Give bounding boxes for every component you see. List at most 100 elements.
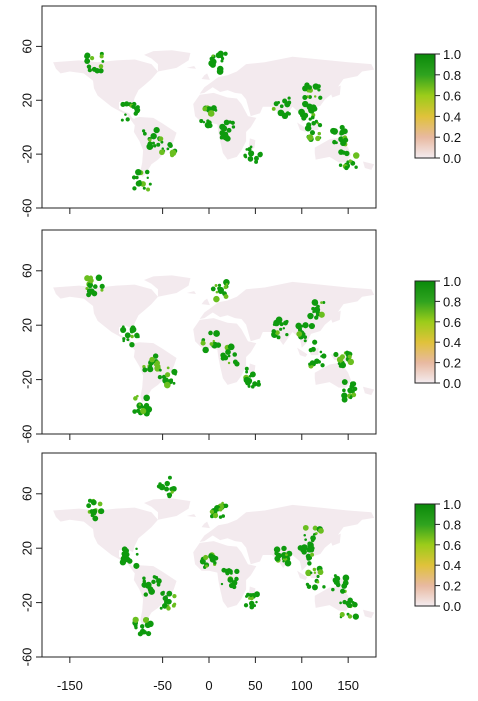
hotspot-cell <box>208 330 213 336</box>
hotspot-cell <box>311 584 318 591</box>
hotspot-cell <box>156 142 161 147</box>
hotspot-cell <box>244 366 249 371</box>
hotspot-cell <box>87 67 93 73</box>
hotspot-cell <box>284 114 288 117</box>
hotspot-australia-east <box>338 149 360 171</box>
hotspot-cell <box>313 306 321 314</box>
hotspot-cell <box>316 574 320 579</box>
hotspot-cell <box>312 567 317 572</box>
hotspot-cell <box>248 600 255 607</box>
legend-tick-label: 0.2 <box>443 130 461 145</box>
hotspot-cell <box>145 630 152 637</box>
hotspot-cell <box>257 379 261 384</box>
hotspot-cell <box>252 381 258 387</box>
hotspot-cell <box>279 104 284 109</box>
legend-tick-label: 0.6 <box>443 315 461 330</box>
hotspot-cell <box>149 356 155 363</box>
y-tick-label: 60 <box>19 487 34 501</box>
hotspot-india <box>273 545 293 567</box>
hotspot-cell <box>159 606 163 610</box>
hotspot-cell <box>322 301 326 304</box>
hotspot-cell <box>86 64 92 69</box>
hotspot-cell <box>275 316 283 324</box>
hotspot-cell <box>227 361 231 365</box>
hotspot-cell <box>305 569 312 577</box>
hotspot-cell <box>215 290 219 294</box>
hotspot-cell <box>308 117 312 121</box>
hotspot-cell <box>232 352 238 357</box>
hotspot-cell <box>98 68 104 74</box>
hotspot-cell <box>208 553 213 558</box>
hotspot-cell <box>282 560 285 563</box>
hotspot-southeast-asia <box>295 322 318 345</box>
hotspot-cell <box>213 295 220 303</box>
hotspot-south-america-amazon <box>142 353 161 373</box>
hotspot-cell <box>100 288 104 292</box>
hotspot-cell <box>169 486 174 492</box>
hotspot-cell <box>166 598 172 605</box>
hotspot-cell <box>124 332 131 339</box>
map-area <box>42 6 376 208</box>
hotspot-central-america <box>119 546 140 569</box>
hotspot-cell <box>133 562 140 569</box>
hotspot-cell <box>306 134 314 141</box>
hotspot-cell <box>209 556 216 563</box>
hotspot-cell <box>135 175 139 180</box>
hotspot-cell <box>231 125 236 129</box>
hotspot-cell <box>317 123 323 128</box>
legend-tick-label: 0.6 <box>443 538 461 553</box>
hotspot-cell <box>302 322 309 329</box>
map-panel-3: 60 20 -20 -60 -150 -50 0 50 100 150 1.0 0.8 0.6 0.4 0.… <box>19 452 461 693</box>
color-legend: 1.0 0.8 0.6 0.4 0.2 0.0 <box>414 47 461 166</box>
legend-colorbar <box>414 53 436 159</box>
y-tick-label: -60 <box>19 199 34 218</box>
hotspot-cell <box>354 165 358 169</box>
hotspot-cell <box>351 392 357 398</box>
hotspot-west-africa <box>200 330 222 354</box>
hotspot-cell <box>337 362 341 365</box>
hotspot-cell <box>140 624 145 629</box>
hotspot-cell <box>330 127 337 135</box>
hotspot-madagascar <box>243 591 260 610</box>
legend-tick-label: 0.0 <box>443 151 461 166</box>
hotspot-cell <box>148 182 152 186</box>
hotspot-cell <box>302 112 309 119</box>
hotspot-cell <box>341 583 348 589</box>
hotspot-cell <box>135 552 139 556</box>
hotspot-cell <box>90 499 97 506</box>
hotspot-cell <box>223 51 228 56</box>
hotspot-pacific-nw <box>84 274 105 298</box>
hotspot-cell <box>158 482 162 486</box>
hotspot-cell <box>223 356 227 360</box>
hotspot-cell <box>153 362 159 368</box>
y-tick-label: -20 <box>19 593 34 612</box>
hotspot-cell <box>202 106 208 112</box>
hotspot-cell <box>309 362 313 366</box>
hotspot-cell <box>203 554 209 561</box>
hotspot-europe <box>210 278 230 303</box>
hotspot-cell <box>320 301 323 304</box>
hotspot-cell <box>320 363 325 368</box>
hotspot-cell <box>303 534 306 537</box>
hotspot-cell <box>142 131 147 136</box>
hotspot-cell <box>284 559 292 567</box>
hotspot-cell <box>339 124 345 130</box>
hotspot-cell <box>157 374 163 380</box>
hotspot-cell <box>338 364 343 368</box>
hotspot-china <box>302 524 324 549</box>
y-tick-label: -20 <box>19 145 34 164</box>
hotspot-cell <box>282 98 288 104</box>
hotspot-cell <box>216 65 224 73</box>
legend-tick-label: 0.2 <box>443 579 461 594</box>
x-tick-label: 150 <box>337 678 359 693</box>
hotspot-cell <box>248 593 253 598</box>
y-tick-label: 60 <box>19 39 34 53</box>
hotspot-pacific-nw <box>84 51 105 74</box>
hotspot-cell <box>310 535 316 541</box>
hotspot-cell <box>120 118 124 122</box>
hotspot-cell <box>120 101 126 108</box>
hotspot-cell <box>342 574 350 582</box>
hotspot-cell <box>217 286 224 294</box>
hotspot-cell <box>142 186 146 190</box>
hotspot-cell <box>164 372 171 378</box>
